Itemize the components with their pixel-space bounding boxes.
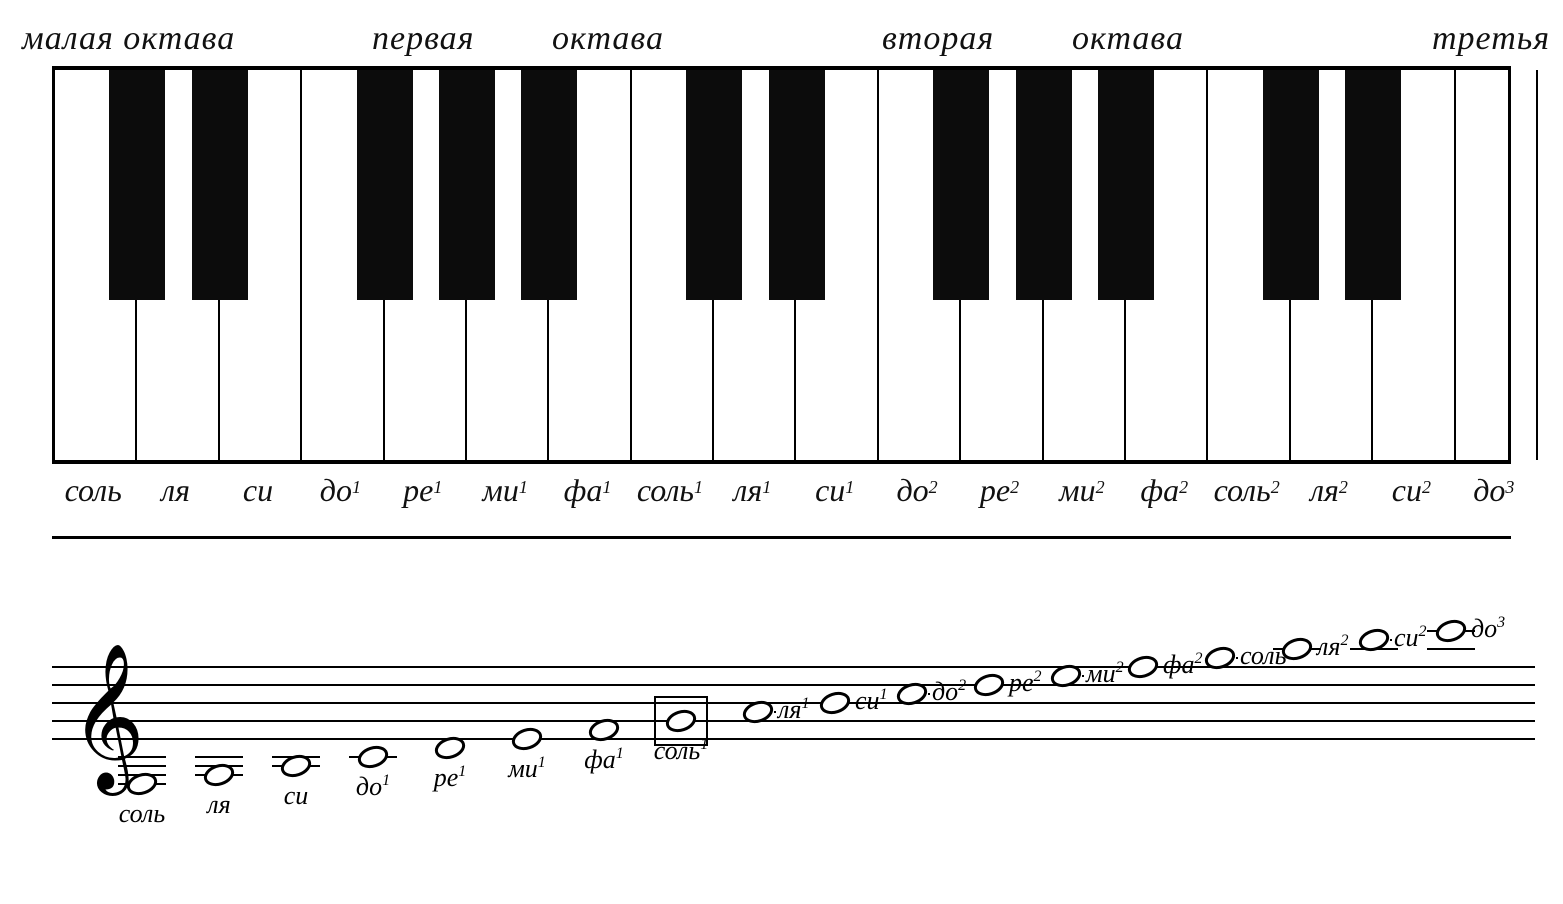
black-key (686, 70, 742, 300)
note-name: ля (161, 472, 190, 509)
staff-note-label: ля2 (1315, 632, 1348, 661)
note-name: соль (65, 472, 122, 509)
black-key (1345, 70, 1401, 300)
whole-note (1127, 654, 1159, 680)
black-key (1016, 70, 1072, 300)
staff-note-label: си (284, 781, 309, 810)
key-note-names: соль ля си до1 ре1 ми1 фа1 соль1 ля1 си1 до2 ре2 ми2… (52, 472, 1511, 522)
whole-note (1281, 636, 1313, 662)
staff-note-label: соль (119, 799, 166, 828)
note-name: ми1 (482, 472, 527, 509)
note-name: соль2 (1214, 472, 1280, 509)
black-key (192, 70, 248, 300)
separator-line (52, 536, 1511, 539)
treble-clef-icon: 𝄞 (70, 644, 145, 796)
note-name: до2 (896, 472, 937, 509)
octave-label: октава (552, 20, 664, 58)
note-name: до3 (1473, 472, 1514, 509)
octave-labels-row: малая октава первая октава вторая октава трет… (12, 20, 1551, 66)
octave-label: первая (372, 20, 474, 58)
black-key (521, 70, 577, 300)
octave-label: вторая (882, 20, 994, 58)
black-key (1263, 70, 1319, 300)
black-key (933, 70, 989, 300)
whole-note (511, 726, 543, 752)
staff-note-label: до3 (1471, 614, 1505, 643)
note-name: ре2 (980, 472, 1019, 509)
piano-keyboard (52, 66, 1511, 464)
note-name: ля1 (733, 472, 771, 509)
staff-note-label: ре2 (1007, 668, 1042, 697)
black-key (1098, 70, 1154, 300)
staff-note-label: ми2 (1085, 659, 1124, 688)
note-name: ми2 (1059, 472, 1104, 509)
black-key (769, 70, 825, 300)
octave-label: третья (1432, 20, 1550, 58)
note-name: соль1 (637, 472, 703, 509)
staff-note-label: фа2 (1163, 650, 1202, 679)
staff-note-label: си1 (855, 686, 888, 715)
whole-note (1435, 618, 1467, 644)
note-name: си (243, 472, 273, 509)
staff-note-label: до1 (356, 772, 390, 801)
note-name: фа2 (1140, 472, 1188, 509)
staff-note-label: ре1 (432, 763, 467, 792)
staff-note-label: си2 (1394, 623, 1427, 652)
note-name: ре1 (403, 472, 442, 509)
note-name: до1 (320, 472, 361, 509)
staff-note-label: фа1 (584, 745, 623, 774)
note-name: си2 (1392, 472, 1431, 509)
staff-note-label: до2 (932, 677, 966, 706)
staff-note-label: ля (205, 790, 230, 819)
note-name: си1 (815, 472, 854, 509)
staff-note-label: ля1 (776, 695, 809, 724)
staff-note-label: ми1 (507, 754, 546, 783)
white-key (1456, 70, 1538, 460)
note-name: фа1 (564, 472, 612, 509)
whole-note (665, 708, 697, 734)
music-staff: 𝄞 соль ля си до1 ре1 ми1 фа1 соль1 ля1 си1 до2 ре2 ми… (52, 569, 1511, 829)
note-name: ля2 (1310, 472, 1348, 509)
staff-note-label: соль1 (654, 736, 708, 765)
whole-note (357, 744, 389, 770)
octave-label: октава (1072, 20, 1184, 58)
black-key (357, 70, 413, 300)
black-key (109, 70, 165, 300)
whole-note (819, 690, 851, 716)
black-key (439, 70, 495, 300)
octave-label: малая октава (22, 20, 235, 58)
whole-note (973, 672, 1005, 698)
